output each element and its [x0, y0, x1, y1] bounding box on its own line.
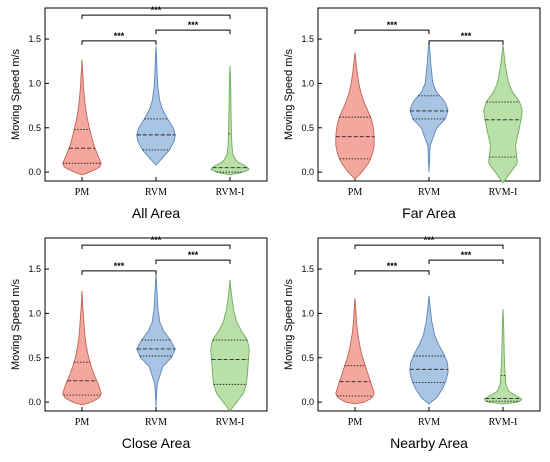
y-tick-label: 1.0: [301, 78, 314, 88]
violin-pm: [62, 291, 102, 406]
y-tick-label: 1.5: [301, 264, 314, 274]
significance-bracket: [428, 259, 504, 265]
violin-pm: [335, 298, 375, 405]
y-tick-label: 1.0: [28, 78, 41, 88]
significance-label: ***: [387, 20, 398, 30]
y-tick-label: 0.5: [301, 123, 314, 133]
violin-pm: [62, 59, 102, 176]
significance-label: ***: [188, 250, 199, 260]
chart-title: Nearby Area: [390, 435, 468, 451]
significance-label: ***: [151, 235, 162, 245]
y-tick-label: 0.0: [301, 167, 314, 177]
violin-rvm-i: [210, 65, 250, 176]
violin-rvm: [409, 41, 449, 173]
x-tick-label: PM: [75, 417, 90, 428]
significance-bracket: [81, 270, 157, 275]
y-tick-label: 0.0: [28, 167, 41, 177]
significance-bracket: [81, 14, 231, 20]
y-tick-label: 0.0: [28, 397, 41, 407]
y-tick-label: 1.0: [301, 308, 314, 318]
x-tick-label: PM: [75, 187, 90, 198]
x-tick-label: RVM-I: [216, 417, 245, 428]
significance-label: ***: [151, 5, 162, 15]
y-tick-label: 0.0: [301, 397, 314, 407]
x-tick-label: RVM: [145, 417, 167, 428]
x-tick-label: PM: [348, 417, 363, 428]
significance-bracket: [428, 40, 504, 45]
significance-bracket: [354, 29, 430, 35]
x-tick-label: RVM-I: [216, 187, 245, 198]
significance-label: ***: [424, 235, 435, 245]
significance-label: ***: [114, 31, 125, 41]
violin-rvm-i: [483, 308, 523, 405]
y-tick-label: 1.5: [28, 34, 41, 44]
y-tick-label: 1.5: [301, 34, 314, 44]
y-axis-label: Moving Speed m/s: [283, 48, 295, 140]
significance-bracket: [354, 270, 430, 275]
y-tick-label: 0.5: [28, 353, 41, 363]
significance-bracket: [155, 29, 231, 35]
significance-label: ***: [114, 261, 125, 271]
y-axis-label: Moving Speed m/s: [10, 48, 22, 140]
chart-panel: 0.0 0.5 1.0 1.5 Moving Speed m/s PM RVM RVM-I **…: [283, 235, 541, 451]
significance-label: ***: [461, 250, 472, 260]
y-tick-label: 0.5: [28, 123, 41, 133]
x-tick-label: RVM-I: [489, 187, 518, 198]
x-tick-label: RVM: [145, 187, 167, 198]
significance-bracket: [81, 40, 157, 45]
significance-bracket: [354, 244, 504, 250]
chart-panel: 0.0 0.5 1.0 1.5 Moving Speed m/s PM RVM RVM-I **…: [10, 5, 268, 221]
chart-panel: 0.0 0.5 1.0 1.5 Moving Speed m/s PM RVM RVM-I **…: [10, 235, 268, 451]
violin-rvm-i: [483, 45, 523, 184]
violin-rvm: [136, 46, 176, 166]
chart-panel: 0.0 0.5 1.0 1.5 Moving Speed m/s PM RVM RVM-I **…: [283, 7, 541, 221]
x-tick-label: RVM-I: [489, 417, 518, 428]
significance-label: ***: [461, 31, 472, 41]
chart-title: All Area: [132, 205, 180, 221]
significance-label: ***: [387, 261, 398, 271]
chart-title: Far Area: [402, 205, 456, 221]
chart-title: Close Area: [122, 435, 191, 451]
y-tick-label: 1.0: [28, 308, 41, 318]
y-axis-label: Moving Speed m/s: [283, 278, 295, 370]
significance-bracket: [155, 259, 231, 265]
x-tick-label: PM: [348, 187, 363, 198]
y-tick-label: 1.5: [28, 264, 41, 274]
violin-rvm: [409, 295, 449, 405]
significance-label: ***: [188, 20, 199, 30]
y-axis-label: Moving Speed m/s: [10, 278, 22, 370]
x-tick-label: RVM: [418, 417, 440, 428]
x-tick-label: RVM: [418, 187, 440, 198]
significance-bracket: [81, 244, 231, 250]
y-tick-label: 0.5: [301, 353, 314, 363]
violin-rvm-i: [210, 279, 250, 412]
violin-pm: [335, 52, 375, 180]
